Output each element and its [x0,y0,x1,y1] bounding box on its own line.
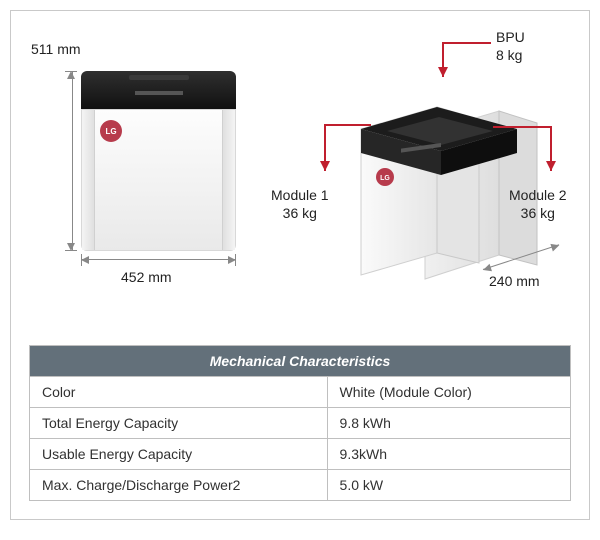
table-row: Total Energy Capacity 9.8 kWh [30,408,571,439]
spec-table-title: Mechanical Characteristics [30,346,571,377]
spec-table-body: Color White (Module Color) Total Energy … [30,377,571,501]
module1-weight: 36 kg [283,205,317,221]
spec-card: 511 mm LG 452 mm [10,10,590,520]
spec-value: 9.8 kWh [327,408,570,439]
spec-table: Mechanical Characteristics Color White (… [29,345,571,501]
module2-weight: 36 kg [521,205,555,221]
module2-callout-label: Module 2 36 kg [509,187,567,222]
module1-callout-arrow [311,121,391,191]
lg-logo-icon: LG [100,120,122,142]
depth-dimension-label: 240 mm [489,273,540,291]
spec-key: Color [30,377,328,408]
battery-top-cap [81,71,236,109]
bpu-weight: 8 kg [496,47,522,63]
battery-front-view: LG [81,71,236,251]
table-row: Max. Charge/Discharge Power2 5.0 kW [30,470,571,501]
table-row: Color White (Module Color) [30,377,571,408]
module2-callout-arrow [485,123,575,193]
width-dimension-label: 452 mm [121,269,172,287]
module1-callout-label: Module 1 36 kg [271,187,329,222]
width-dimension-bar [81,259,236,269]
module2-name: Module 2 [509,187,567,203]
spec-value: 5.0 kW [327,470,570,501]
height-dimension-bar [63,71,73,251]
product-diagram: 511 mm LG 452 mm [11,11,589,321]
table-row: Usable Energy Capacity 9.3kWh [30,439,571,470]
spec-value: 9.3kWh [327,439,570,470]
spec-value: White (Module Color) [327,377,570,408]
spec-key: Max. Charge/Discharge Power2 [30,470,328,501]
bpu-callout-label: BPU 8 kg [496,29,525,64]
height-dimension-label: 511 mm [31,41,81,59]
spec-key: Usable Energy Capacity [30,439,328,470]
spec-key: Total Energy Capacity [30,408,328,439]
module1-name: Module 1 [271,187,329,203]
bpu-name: BPU [496,29,525,45]
battery-body: LG [81,109,236,251]
